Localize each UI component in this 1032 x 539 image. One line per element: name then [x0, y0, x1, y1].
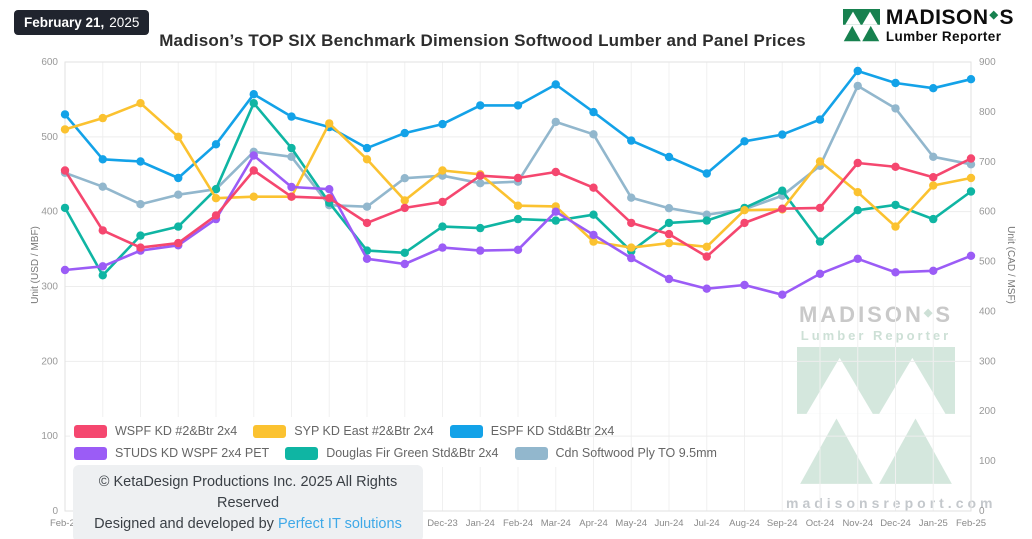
- legend-swatch-wspf: [74, 424, 107, 438]
- page-title: Madison’s TOP SIX Benchmark Dimension So…: [159, 31, 806, 50]
- legend-item-studs[interactable]: STUDS KD WSPF 2x4 PET: [74, 446, 269, 460]
- legend-swatch-espf: [449, 424, 483, 438]
- svg-text:Feb-25: Feb-25: [956, 518, 986, 529]
- legend-label: Cdn Softwood Ply TO 9.5mm: [555, 446, 717, 460]
- date-badge: February 21, 2025: [14, 10, 150, 35]
- svg-text:100: 100: [41, 431, 58, 442]
- designed-by-text: Designed and developed by Perfect IT sol…: [94, 516, 402, 533]
- svg-text:300: 300: [41, 282, 58, 293]
- svg-text:Apr-24: Apr-24: [579, 518, 608, 529]
- legend-swatch-douglas-fir: [285, 446, 319, 460]
- legend-swatch-cdn-ply: [514, 446, 548, 460]
- perfect-it-solutions-link[interactable]: Perfect IT solutions: [277, 516, 402, 533]
- svg-text:200: 200: [41, 356, 58, 367]
- date-year: 2025: [109, 15, 140, 30]
- brand-logo: MADISON◆S Lumber Reporter: [842, 6, 1014, 44]
- svg-text:200: 200: [979, 406, 996, 417]
- legend-label: Douglas Fir Green Std&Btr 2x4: [326, 446, 499, 460]
- svg-text:Jul-24: Jul-24: [694, 518, 720, 529]
- svg-text:Nov-24: Nov-24: [842, 518, 873, 529]
- svg-text:500: 500: [41, 132, 58, 143]
- svg-text:Mar-24: Mar-24: [541, 518, 571, 529]
- svg-text:0: 0: [52, 506, 58, 517]
- svg-text:800: 800: [979, 107, 996, 118]
- svg-text:Aug-24: Aug-24: [729, 518, 760, 529]
- svg-text:Feb-24: Feb-24: [503, 518, 533, 529]
- svg-text:900: 900: [979, 57, 996, 68]
- legend-item-douglas-fir[interactable]: Douglas Fir Green Std&Btr 2x4: [285, 446, 499, 460]
- svg-text:700: 700: [979, 157, 996, 168]
- logo-subtitle: Lumber Reporter: [885, 29, 1002, 44]
- legend-swatch-syp: [253, 424, 287, 438]
- copyright-box: © KetaDesign Productions Inc. 2025 All R…: [73, 465, 423, 539]
- svg-text:600: 600: [41, 57, 58, 68]
- svg-text:600: 600: [979, 207, 996, 218]
- svg-text:Jan-24: Jan-24: [466, 518, 495, 529]
- svg-text:Oct-24: Oct-24: [806, 518, 835, 529]
- logo-icon: [842, 8, 880, 42]
- svg-text:May-24: May-24: [615, 518, 647, 529]
- svg-text:Unit (CAD / MSF): Unit (CAD / MSF): [1005, 226, 1016, 304]
- legend-item-espf[interactable]: ESPF KD Std&Btr 2x4: [449, 424, 615, 438]
- svg-text:300: 300: [979, 356, 996, 367]
- svg-text:Dec-23: Dec-23: [427, 518, 458, 529]
- legend-label: STUDS KD WSPF 2x4 PET: [115, 446, 270, 460]
- legend-label: SYP KD East #2&Btr 2x4: [294, 424, 434, 438]
- svg-text:0: 0: [979, 506, 985, 517]
- svg-text:Jan-25: Jan-25: [919, 518, 948, 529]
- legend-item-cdn-ply[interactable]: Cdn Softwood Ply TO 9.5mm: [514, 446, 717, 460]
- svg-text:Jun-24: Jun-24: [654, 518, 683, 529]
- legend-item-syp[interactable]: SYP KD East #2&Btr 2x4: [253, 424, 434, 438]
- legend-item-wspf[interactable]: WSPF KD #2&Btr 2x4: [74, 424, 237, 438]
- logo-title: MADISON◆S: [885, 6, 1014, 29]
- svg-text:400: 400: [41, 207, 58, 218]
- apostrophe-icon: ◆: [989, 9, 999, 21]
- svg-text:Feb-23: Feb-23: [50, 518, 80, 529]
- legend-label: WSPF KD #2&Btr 2x4: [115, 424, 238, 438]
- svg-text:Sep-24: Sep-24: [767, 518, 798, 529]
- svg-text:500: 500: [979, 257, 996, 268]
- svg-text:Unit (USD / MBF): Unit (USD / MBF): [30, 226, 41, 304]
- svg-text:Dec-24: Dec-24: [880, 518, 911, 529]
- chart-legend: WSPF KD #2&Btr 2x4 SYP KD East #2&Btr 2x…: [70, 417, 717, 467]
- legend-swatch-studs: [74, 446, 107, 460]
- copyright-text: © KetaDesign Productions Inc. 2025 All R…: [98, 474, 398, 512]
- svg-text:400: 400: [979, 306, 996, 317]
- date-text: February 21,: [24, 15, 105, 30]
- legend-label: ESPF KD Std&Btr 2x4: [490, 424, 615, 438]
- svg-text:100: 100: [979, 456, 996, 467]
